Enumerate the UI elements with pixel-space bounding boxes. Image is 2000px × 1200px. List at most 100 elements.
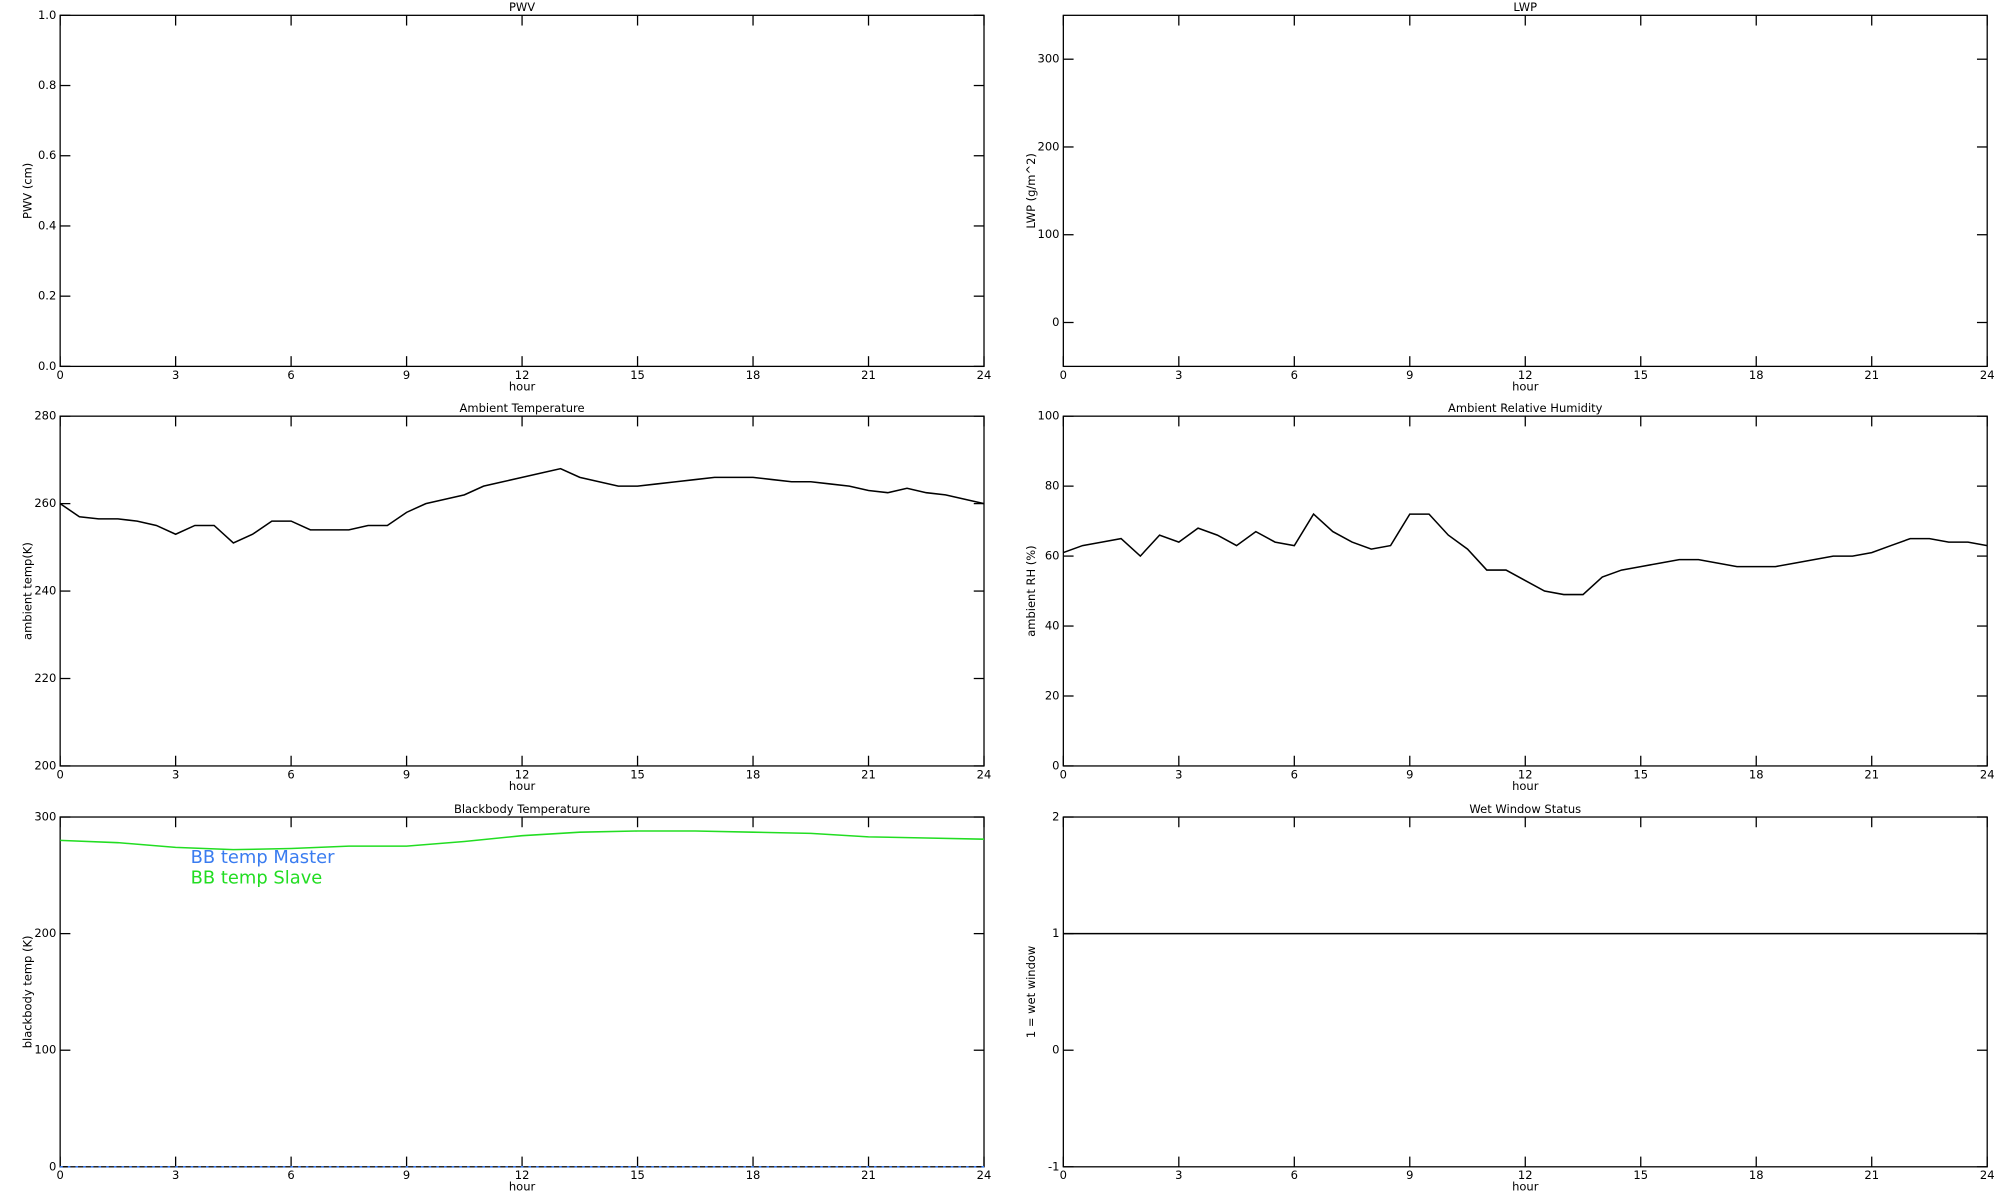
panel: LWP hour LWP (g/m^2) 0 3 6 9 12 15 18 21 24 0 100 200 3… xyxy=(1024,0,1995,393)
chart-title: Wet Window Status xyxy=(1469,802,1581,816)
x-tick-label: 3 xyxy=(172,1168,179,1182)
x-tick-label: 0 xyxy=(1060,767,1067,781)
x-tick-label: 12 xyxy=(515,767,530,781)
x-tick-label: 21 xyxy=(861,1168,876,1182)
x-tick-label: 6 xyxy=(1291,767,1298,781)
x-tick-label: 15 xyxy=(1633,368,1648,382)
x-tick-label: 3 xyxy=(172,368,179,382)
x-tick-label: 6 xyxy=(287,1168,294,1182)
y-axis-label: PWV (cm) xyxy=(21,163,35,219)
x-tick-label: 0 xyxy=(56,368,63,382)
x-tick-label: 3 xyxy=(1175,767,1182,781)
x-tick-label: 15 xyxy=(630,1168,645,1182)
x-tick-label: 12 xyxy=(1518,368,1533,382)
x-tick-label: 21 xyxy=(861,368,876,382)
y-axis-label: blackbody temp (K) xyxy=(21,936,35,1049)
x-tick-label: 9 xyxy=(403,1168,410,1182)
panel: Blackbody Temperature hour blackbody temp … xyxy=(21,802,992,1194)
plot-frame xyxy=(59,14,985,368)
x-tick-label: 18 xyxy=(746,1168,761,1182)
series-line xyxy=(59,467,985,544)
x-tick-label: 15 xyxy=(1633,767,1648,781)
x-tick-label: 6 xyxy=(1291,1168,1298,1182)
panel: Wet Window Status hour 1 = wet window 0 3 6 9 1… xyxy=(1024,802,1995,1194)
y-tick-label: 240 xyxy=(34,584,56,598)
x-tick-label: 18 xyxy=(746,368,761,382)
x-tick-label: 18 xyxy=(1749,1168,1764,1182)
x-tick-label: 21 xyxy=(1864,767,1879,781)
chart-title: Ambient Temperature xyxy=(460,401,585,415)
y-tick-label: 280 xyxy=(34,409,56,423)
x-tick-label: 12 xyxy=(1518,767,1533,781)
y-tick-label: 0.0 xyxy=(38,359,56,373)
panel: Ambient Temperature hour ambient temp(K) 0 3… xyxy=(21,401,992,793)
x-tick-label: 21 xyxy=(1864,1168,1879,1182)
y-tick-label: 200 xyxy=(34,758,56,772)
series-line xyxy=(60,830,985,851)
y-tick-label: 0 xyxy=(49,1159,56,1173)
y-tick-label: 1.0 xyxy=(38,8,56,22)
chart-title: Blackbody Temperature xyxy=(454,802,590,816)
y-tick-label: -1 xyxy=(1048,1159,1059,1173)
y-tick-label: 260 xyxy=(34,496,56,510)
y-axis-label: ambient temp(K) xyxy=(21,542,35,640)
x-tick-label: 0 xyxy=(1060,1168,1067,1182)
x-axis-label: hour xyxy=(509,1180,536,1194)
y-axis-label: LWP (g/m^2) xyxy=(1024,153,1038,229)
x-tick-label: 9 xyxy=(403,368,410,382)
y-tick-label: 20 xyxy=(1045,689,1060,703)
x-axis-label: hour xyxy=(1512,779,1539,793)
y-tick-label: 0.2 xyxy=(38,289,56,303)
series-line xyxy=(1063,512,1988,596)
x-tick-label: 12 xyxy=(515,1168,530,1182)
x-tick-label: 21 xyxy=(861,767,876,781)
x-tick-label: 12 xyxy=(515,368,530,382)
x-tick-label: 18 xyxy=(1749,368,1764,382)
y-axis-label: 1 = wet window xyxy=(1024,946,1038,1038)
x-tick-label: 15 xyxy=(1633,1168,1648,1182)
y-tick-label: 300 xyxy=(1038,52,1060,66)
x-tick-label: 6 xyxy=(287,368,294,382)
x-tick-label: 21 xyxy=(1864,368,1879,382)
y-tick-label: 0.6 xyxy=(38,148,56,162)
chart-title: LWP xyxy=(1513,0,1537,14)
y-tick-label: 0.4 xyxy=(38,218,56,232)
y-tick-label: 220 xyxy=(34,671,56,685)
chart-title: PWV xyxy=(509,0,535,14)
x-tick-label: 24 xyxy=(1980,368,1995,382)
y-tick-label: 100 xyxy=(1038,409,1060,423)
x-tick-label: 9 xyxy=(403,767,410,781)
panel: PWV hour PWV (cm) 0 3 6 9 12 15 18 21 24 0.0 0.2 0.4 0.… xyxy=(21,0,992,393)
legend-entry: BB temp Slave xyxy=(191,867,323,888)
x-tick-label: 6 xyxy=(287,767,294,781)
y-tick-label: 60 xyxy=(1045,549,1060,563)
x-tick-label: 9 xyxy=(1406,767,1413,781)
plot-frame xyxy=(1062,14,1988,368)
x-axis-label: hour xyxy=(509,779,536,793)
x-tick-label: 3 xyxy=(1175,368,1182,382)
x-tick-label: 6 xyxy=(1291,368,1298,382)
y-tick-label: 300 xyxy=(34,810,56,824)
y-tick-label: 200 xyxy=(1038,139,1060,153)
chart-title: Ambient Relative Humidity xyxy=(1448,401,1603,415)
x-axis-label: hour xyxy=(1512,1180,1539,1194)
plot-frame xyxy=(1062,816,1988,1168)
x-tick-label: 0 xyxy=(1060,368,1067,382)
x-tick-label: 24 xyxy=(1980,767,1995,781)
y-tick-label: 0.8 xyxy=(38,78,56,92)
y-tick-label: 40 xyxy=(1045,619,1060,633)
x-tick-label: 24 xyxy=(977,368,992,382)
x-tick-label: 12 xyxy=(1518,1168,1533,1182)
y-tick-label: 0 xyxy=(1052,1043,1059,1057)
x-tick-label: 0 xyxy=(56,767,63,781)
y-tick-label: 2 xyxy=(1052,810,1059,824)
x-tick-label: 0 xyxy=(56,1168,63,1182)
x-tick-label: 9 xyxy=(1406,368,1413,382)
y-tick-label: 100 xyxy=(34,1043,56,1057)
x-axis-label: hour xyxy=(1512,379,1539,393)
x-tick-label: 15 xyxy=(630,767,645,781)
x-tick-label: 24 xyxy=(1980,1168,1995,1182)
y-tick-label: 100 xyxy=(1038,227,1060,241)
x-tick-label: 3 xyxy=(1175,1168,1182,1182)
